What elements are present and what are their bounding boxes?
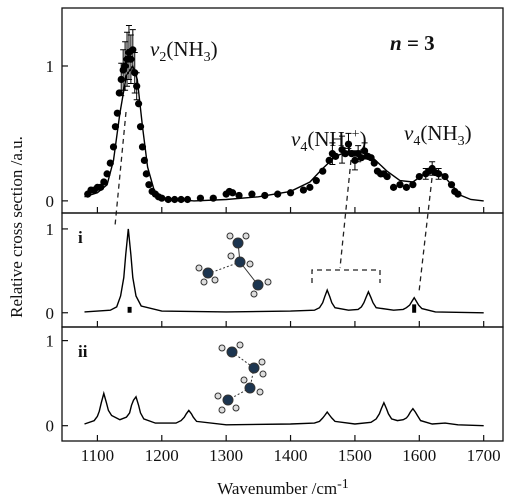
spectrum-line [85,229,484,313]
data-point [384,173,391,180]
data-point [274,191,281,198]
dashed-guides [115,112,432,292]
data-point [351,157,358,164]
data-point [441,173,448,180]
data-point [121,62,128,69]
stick [412,304,416,312]
panel-frame [62,8,503,213]
data-point [107,159,114,166]
data-point [110,143,117,150]
data-point [127,56,134,63]
data-point [358,154,365,161]
data-point [235,192,242,199]
stick [128,307,132,313]
x-tick-label: 1500 [338,446,372,465]
annotation: ν4(NH3) [404,121,472,149]
data-point [165,196,172,203]
data-point [100,178,107,185]
data-point [141,157,148,164]
guide [419,178,432,292]
data-point [143,170,150,177]
y-tick-label: 0 [46,192,55,211]
y-axis-label: Relative cross section /a.u. [7,136,26,318]
data-point [326,157,333,164]
data-point [435,170,442,177]
x-tick-label: 1400 [274,446,308,465]
data-point [248,191,255,198]
data-point [261,192,268,199]
spectrum-line [85,393,484,425]
y-tick-label: 1 [46,332,55,351]
data-point [306,184,313,191]
data-point [454,191,461,198]
data-point [229,189,236,196]
y-tick-label: 0 [46,417,55,436]
panel-label: ii [78,342,88,361]
data-point [342,150,349,157]
data-point [416,173,423,180]
x-tick-label: 1200 [145,446,179,465]
x-tick-label: 1700 [467,446,501,465]
data-point [396,181,403,188]
y-tick-label: 1 [46,57,55,76]
data-point [178,196,185,203]
data-point [184,196,191,203]
bracket [312,270,380,283]
data-point [139,143,146,150]
molecule-ii [215,342,266,413]
x-tick-label: 1100 [81,446,114,465]
data-point [114,110,121,117]
data-point [300,186,307,193]
data-point [158,195,165,202]
data-point [137,123,144,130]
figure: ν2(NH3) ν4(NH4+) ν4(NH3) n = 3 Relative … [0,0,515,499]
data-point [133,83,140,90]
x-tick-label: 1300 [209,446,243,465]
data-point [103,170,110,177]
data-point [371,159,378,166]
data-point [448,181,455,188]
data-point [287,189,294,196]
data-point [313,177,320,184]
guide [340,160,351,268]
y-tick-label: 1 [46,220,55,239]
data-point [409,181,416,188]
x-axis-label: Wavenumber /cm-1 [217,477,349,498]
data-point [145,181,152,188]
data-point [390,184,397,191]
panel-label: i [78,228,83,247]
data-point [135,100,142,107]
data-point [171,196,178,203]
x-tick-label: 1600 [402,446,436,465]
cluster-size: n = 3 [390,31,435,55]
data-point [210,195,217,202]
data-point [112,123,119,130]
data-point [345,141,352,148]
molecule-i [196,233,271,297]
data-point [319,168,326,175]
data-point [197,195,204,202]
y-tick-label: 0 [46,304,55,323]
annotation: ν2(NH3) [150,37,218,65]
data-point [403,184,410,191]
data-point [332,153,339,160]
data-point [118,76,125,83]
